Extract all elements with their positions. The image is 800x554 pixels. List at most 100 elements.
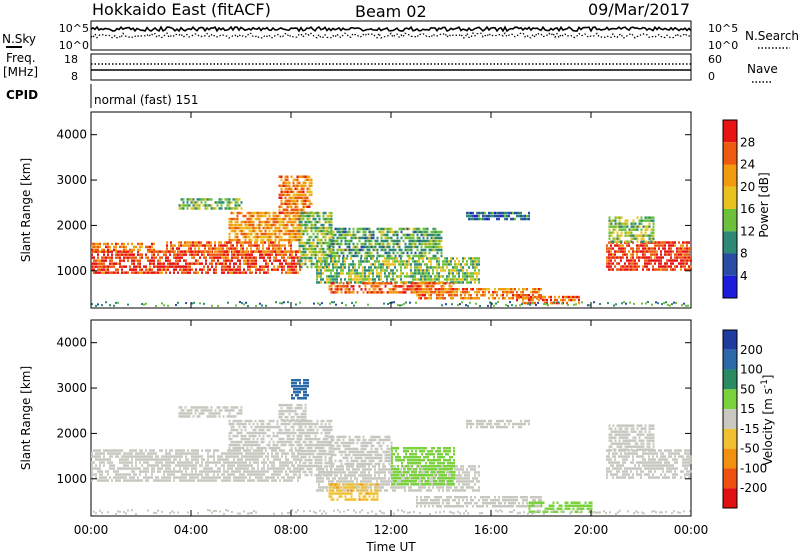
heatmap-cell xyxy=(646,225,649,228)
heatmap-cell xyxy=(295,303,297,306)
heatmap-cell xyxy=(238,425,241,429)
heatmap-cell xyxy=(440,248,443,252)
heatmap-cell xyxy=(240,446,243,450)
heatmap-cell xyxy=(488,297,490,300)
heatmap-cell xyxy=(544,295,546,299)
heatmap-cell xyxy=(273,461,275,464)
heatmap-cell xyxy=(296,428,299,432)
heatmap-cell xyxy=(432,291,434,294)
heatmap-cell xyxy=(177,256,179,259)
heatmap-cell xyxy=(392,257,394,260)
heatmap-cell xyxy=(231,464,233,467)
heatmap-cell xyxy=(277,259,279,262)
heatmap-cell xyxy=(280,418,283,422)
heatmap-cell xyxy=(281,256,283,259)
heatmap-cell xyxy=(220,198,223,201)
heatmap-cell xyxy=(420,230,423,234)
heatmap-cell xyxy=(103,479,105,482)
heatmap-cell xyxy=(432,282,435,285)
heatmap-cell xyxy=(333,301,335,304)
heatmap-cell xyxy=(302,181,305,184)
heatmap-cell xyxy=(99,470,101,473)
heatmap-cell xyxy=(227,461,229,464)
heatmap-cell xyxy=(420,288,423,291)
heatmap-cell xyxy=(264,220,267,224)
heatmap-cell xyxy=(418,282,421,285)
heatmap-cell xyxy=(374,291,377,294)
heatmap-cell xyxy=(272,440,275,444)
heatmap-cell xyxy=(466,269,468,272)
heatmap-cell xyxy=(257,479,259,482)
heatmap-cell xyxy=(193,452,195,455)
heatmap-cell xyxy=(424,230,427,234)
heatmap-cell xyxy=(175,304,177,306)
heatmap-cell xyxy=(680,253,682,256)
freq-tick-left-top: 18 xyxy=(64,53,78,66)
heatmap-cell xyxy=(186,244,188,247)
heatmap-cell xyxy=(169,452,171,455)
heatmap-cell xyxy=(400,275,402,278)
heatmap-cell xyxy=(302,202,305,205)
heatmap-cell xyxy=(514,217,516,221)
heatmap-cell xyxy=(612,219,615,222)
heatmap-cell xyxy=(189,461,191,464)
heatmap-cell xyxy=(257,470,259,473)
heatmap-cell xyxy=(259,470,261,473)
heatmap-cell xyxy=(608,265,610,268)
heatmap-cell xyxy=(428,272,430,275)
heatmap-cell xyxy=(199,268,201,271)
heatmap-cell xyxy=(261,473,263,476)
heatmap-cell xyxy=(520,291,522,294)
heatmap-cell xyxy=(370,272,372,275)
heatmap-cell xyxy=(302,464,305,468)
heatmap-cell xyxy=(606,262,608,265)
heatmap-cell xyxy=(476,214,478,218)
heatmap-cell xyxy=(662,241,664,244)
heatmap-cell xyxy=(578,301,580,305)
heatmap-cell xyxy=(289,470,291,473)
heatmap-cell xyxy=(91,452,93,455)
heatmap-cell xyxy=(304,253,307,257)
heatmap-cell xyxy=(426,266,428,269)
heatmap-cell xyxy=(235,304,237,307)
heatmap-cell xyxy=(224,244,226,247)
heatmap-cell xyxy=(241,467,243,470)
heatmap-cell xyxy=(228,198,231,201)
heatmap-cell xyxy=(296,223,299,227)
heatmap-cell xyxy=(193,449,195,452)
heatmap-cell xyxy=(383,302,385,305)
heatmap-cell xyxy=(306,422,309,426)
heatmap-cell xyxy=(173,479,175,482)
heatmap-cell xyxy=(117,253,119,256)
heatmap-cell xyxy=(284,247,286,250)
heatmap-cell xyxy=(269,467,271,470)
heatmap-cell xyxy=(316,250,319,254)
heatmap-cell xyxy=(398,263,400,266)
heatmap-cell xyxy=(276,220,279,224)
heatmap-cell xyxy=(157,455,159,458)
heatmap-cell xyxy=(117,449,119,452)
heatmap-cell xyxy=(492,214,494,218)
heatmap-cell xyxy=(612,228,615,231)
heatmap-cell xyxy=(300,259,303,263)
heatmap-cell xyxy=(133,470,135,473)
heatmap-cell xyxy=(137,271,139,274)
heatmap-cell xyxy=(414,251,417,255)
heatmap-cell xyxy=(276,247,278,250)
heatmap-cell xyxy=(213,458,215,461)
heatmap-cell xyxy=(298,259,301,263)
heatmap-cell xyxy=(522,288,524,291)
heatmap-cell xyxy=(534,291,536,294)
heatmap-cell xyxy=(109,464,111,467)
heatmap-cell xyxy=(470,257,472,260)
heatmap-cell xyxy=(296,238,299,242)
heatmap-cell xyxy=(113,449,115,452)
heatmap-cell xyxy=(123,250,125,253)
heatmap-cell xyxy=(97,242,99,246)
heatmap-cell xyxy=(650,240,653,243)
heatmap-cell xyxy=(330,257,332,260)
heatmap-cell xyxy=(618,262,620,265)
heatmap-cell xyxy=(448,294,450,297)
heatmap-cell xyxy=(390,282,393,285)
heatmap-cell xyxy=(137,467,139,470)
